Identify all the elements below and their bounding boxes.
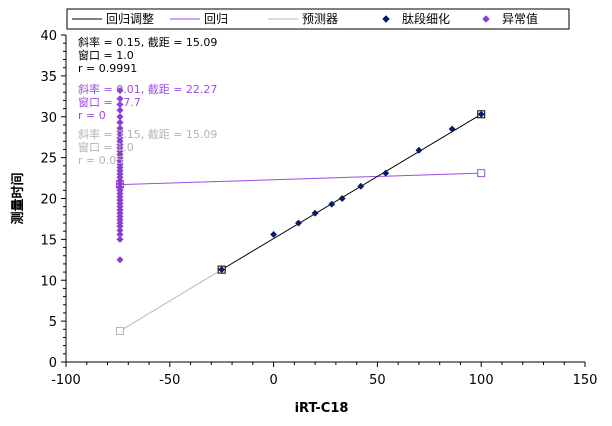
outlier-point (116, 95, 124, 103)
x-tick-label: -50 (159, 373, 180, 388)
annotation-text: 斜率 = 0.15, 截距 = 15.09 (78, 127, 217, 141)
peptide-point (270, 230, 278, 239)
legend: 回归调整 回归 预测器 肽段细化 异常值 (66, 8, 570, 30)
outlier-point (116, 118, 124, 127)
x-tick-label: 0 (269, 373, 277, 388)
regression-line (119, 269, 222, 332)
peptide-point (338, 194, 346, 203)
y-tick-label: 15 (40, 233, 57, 248)
annotation-text: 窗口 = 1.0 (78, 48, 134, 62)
outlier-point (116, 86, 124, 95)
y-tick-label: 30 (40, 111, 57, 126)
plot-area (115, 86, 486, 335)
annotation-text: r = 0.9991 (78, 62, 137, 75)
x-tick-label: 150 (573, 373, 598, 388)
x-tick-label: 100 (469, 373, 494, 388)
regression-line (119, 172, 482, 186)
outlier-point (116, 106, 124, 114)
peptide-point (311, 209, 319, 217)
x-tick-label: 50 (369, 373, 386, 388)
peptide-point (328, 200, 336, 208)
y-tick-label: 0 (49, 356, 57, 371)
line-end-marker (477, 169, 486, 178)
legend-label: 异常值 (502, 11, 538, 26)
outlier-point (116, 256, 124, 264)
legend-diamond-swatch (382, 15, 390, 23)
annotation-text: 斜率 = 0.01, 截距 = 22.27 (78, 82, 217, 96)
peptide-point (448, 125, 456, 133)
regression-line (221, 113, 482, 271)
y-tick-label: 5 (49, 315, 57, 330)
annotation-text: 斜率 = 0.15, 截距 = 15.09 (78, 35, 217, 49)
peptide-point (294, 219, 303, 227)
x-tick-label: -100 (51, 373, 81, 388)
legend-label: 肽段细化 (402, 11, 450, 26)
outlier-point (116, 100, 124, 109)
peptide-point (218, 266, 226, 274)
axes: -100 -50 0 50 100 150 0 5 10 15 20 25 30 35 40 (40, 29, 597, 388)
y-tick-label: 20 (40, 193, 57, 208)
outlier-point (116, 235, 124, 244)
y-axis-title: 测量时间 (10, 172, 26, 224)
annotation-text: r = 0 (78, 109, 106, 122)
y-tick-label: 35 (40, 70, 57, 85)
peptide-point (357, 182, 365, 190)
legend-label: 回归 (204, 12, 228, 26)
legend-label: 回归调整 (106, 11, 154, 26)
outlier-point (116, 230, 124, 239)
peptide-point (382, 169, 390, 177)
legend-diamond-swatch (482, 15, 490, 23)
annotation-text: 窗口 = 17.7 (78, 95, 141, 109)
peptide-point (477, 110, 485, 118)
legend-box (66, 8, 570, 30)
annotation-text: r = 0.05 (78, 154, 123, 167)
outlier-point (116, 124, 124, 132)
y-tick-label: 25 (40, 152, 57, 167)
outlier-point (116, 226, 124, 235)
outlier-point (116, 113, 124, 121)
y-tick-label: 10 (40, 274, 57, 289)
annotation-text: 窗口 = 1.0 (78, 140, 134, 154)
x-axis-title: iRT-C18 (295, 401, 349, 416)
y-tick-label: 40 (40, 29, 57, 44)
line-end-marker (115, 326, 124, 335)
peptide-point (415, 146, 423, 154)
legend-label: 预测器 (302, 12, 338, 26)
